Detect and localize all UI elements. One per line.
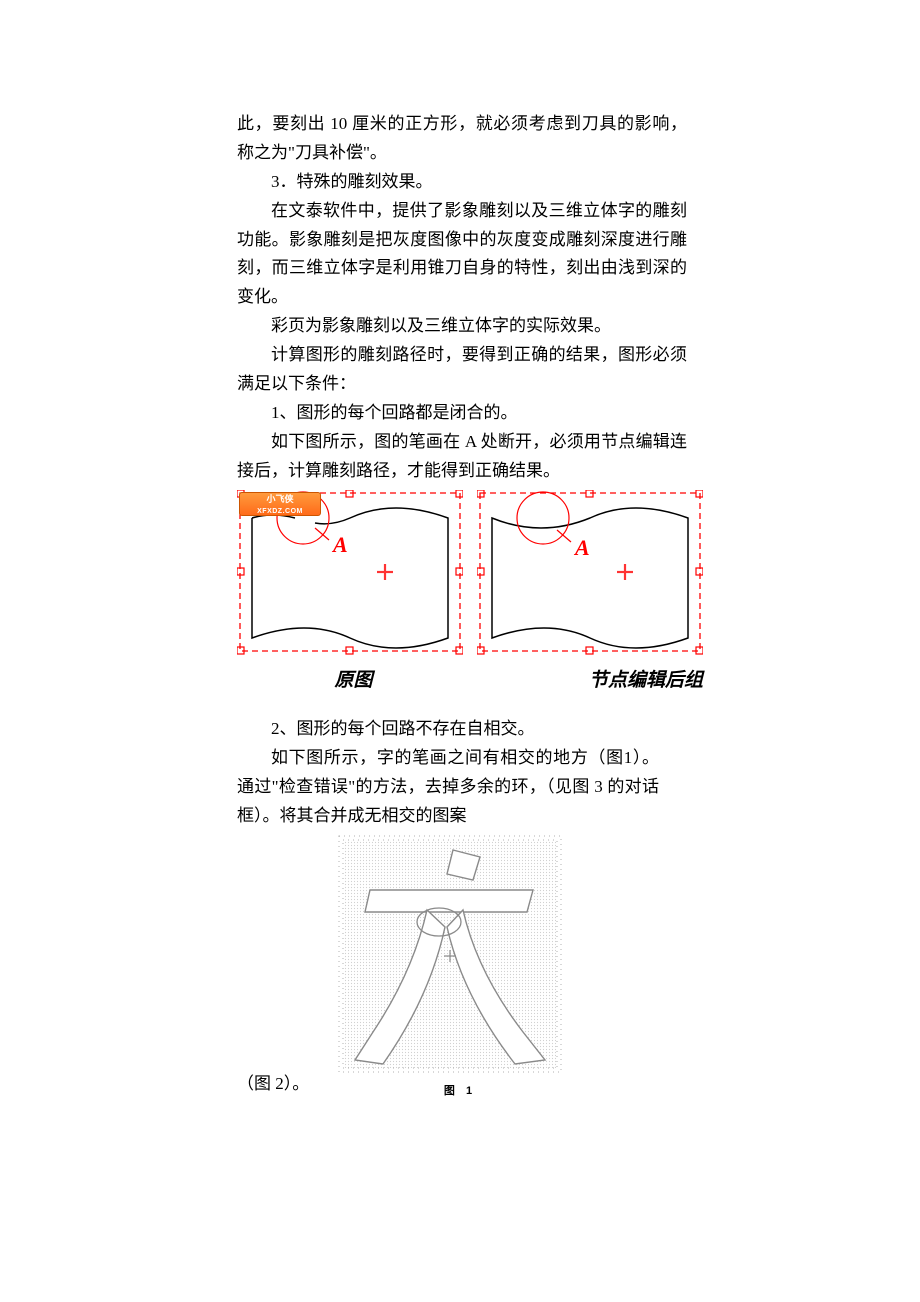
paragraph: 计算图形的雕刻路径时，要得到正确的结果，图形必须满足以下条件： — [237, 341, 687, 399]
caption-edited: 节点编辑后组 — [470, 665, 703, 697]
paragraph: 此，要刻出 10 厘米的正方形，就必须考虑到刀具的影响，称之为"刀具补偿"。 — [237, 110, 687, 168]
paragraph: 2、图形的每个回路不存在自相交。 — [237, 715, 659, 744]
diagram-original: A 小飞侠 XFXDZ.COM — [237, 490, 463, 655]
paragraph: 1、图形的每个回路都是闭合的。 — [237, 399, 687, 428]
text-block-2: 2、图形的每个回路不存在自相交。 如下图所示，字的笔画之间有相交的地方（图1）。… — [237, 715, 659, 831]
diagram-edited: A — [477, 490, 703, 655]
paragraph-tail: （图 2）。 — [237, 1070, 309, 1099]
watermark-line2: XFXDZ.COM — [257, 508, 303, 515]
svg-text:A: A — [331, 532, 348, 557]
svg-text:A: A — [573, 535, 590, 560]
watermark-line1: 小飞侠 — [266, 494, 293, 504]
caption-original: 原图 — [237, 665, 470, 697]
diagrams-row: A 小飞侠 XFXDZ.COM A — [237, 490, 920, 655]
paragraph: 彩页为影象雕刻以及三维立体字的实际效果。 — [237, 312, 687, 341]
paragraph: 如下图所示，图的笔画在 A 处断开，必须用节点编辑连接后，计算雕刻路径，才能得到… — [237, 428, 687, 486]
captions-row: 原图 节点编辑后组 — [237, 665, 703, 697]
paragraph: 在文泰软件中，提供了影象雕刻以及三维立体字的雕刻功能。影象雕刻是把灰度图像中的灰… — [237, 197, 687, 313]
watermark-badge: 小飞侠 XFXDZ.COM — [239, 492, 321, 516]
paragraph: 如下图所示，字的笔画之间有相交的地方（图1）。通过"检查错误"的方法，去掉多余的… — [237, 744, 659, 831]
figure-caption: 图 1 — [335, 1082, 585, 1101]
text-block-1: 此，要刻出 10 厘米的正方形，就必须考虑到刀具的影响，称之为"刀具补偿"。 3… — [237, 110, 687, 486]
paragraph: 3．特殊的雕刻效果。 — [237, 168, 687, 197]
figure-wen: 图 1 （图 2）。 — [335, 832, 585, 1101]
